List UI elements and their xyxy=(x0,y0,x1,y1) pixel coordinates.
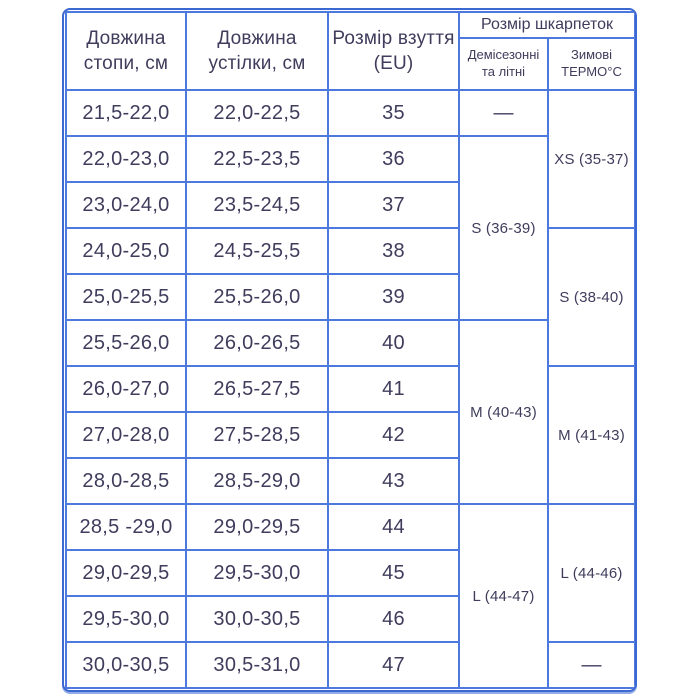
table-row: 29,0-29,5 29,5-30,0 45 xyxy=(65,549,635,597)
table-row: 23,0-24,0 23,5-24,5 37 xyxy=(65,181,635,229)
eu-size-cell: 40 xyxy=(327,319,460,367)
header-insole-length: Довжина устілки, см xyxy=(185,11,329,91)
insole-length-cell: 30,0-30,5 xyxy=(185,595,329,643)
foot-length-cell: 26,0-27,0 xyxy=(65,365,187,413)
foot-length-cell: 21,5-22,0 xyxy=(65,89,187,137)
table-row: 28,0-28,5 28,5-29,0 43 xyxy=(65,457,635,505)
header-demi-season-socks: Демісезонні та літні xyxy=(458,37,549,91)
insole-length-cell: 23,5-24,5 xyxy=(185,181,329,229)
table-row: 29,5-30,0 30,0-30,5 46 xyxy=(65,595,635,643)
demi-socks-cell: M (40-43) xyxy=(458,319,549,505)
table-row: 22,0-23,0 22,5-23,5 36 S (36-39) xyxy=(65,135,635,321)
eu-size-cell: 43 xyxy=(327,457,460,505)
foot-length-cell: 24,0-25,0 xyxy=(65,227,187,275)
eu-size-cell: 42 xyxy=(327,411,460,459)
insole-length-cell: 22,5-23,5 xyxy=(185,135,329,183)
table-row: 30,0-30,5 30,5-31,0 47 — xyxy=(65,641,635,689)
table-row: 21,5-22,0 22,0-22,5 35 — XS (35-37) xyxy=(65,89,635,229)
foot-length-cell: 29,0-29,5 xyxy=(65,549,187,597)
thermo-socks-cell: L (44-46) xyxy=(546,503,635,643)
eu-size-cell: 35 xyxy=(327,89,460,137)
eu-size-cell: 46 xyxy=(327,595,460,643)
header-foot-length: Довжина стопи, см xyxy=(65,11,187,91)
table-row: 26,0-27,0 26,5-27,5 41 M (41-43) xyxy=(65,365,635,505)
eu-size-cell: 44 xyxy=(327,503,460,551)
table-row: 28,5 -29,0 29,0-29,5 44 L (44-47) L (44-… xyxy=(65,503,635,689)
demi-socks-cell: S (36-39) xyxy=(458,135,549,321)
table-row: 27,0-28,0 27,5-28,5 42 xyxy=(65,411,635,459)
foot-length-cell: 25,0-25,5 xyxy=(65,273,187,321)
foot-length-cell: 30,0-30,5 xyxy=(65,641,187,689)
foot-length-cell: 22,0-23,0 xyxy=(65,135,187,183)
header-socks-size-group: Розмір шкарпеток xyxy=(457,11,635,39)
foot-length-cell: 28,5 -29,0 xyxy=(65,503,187,551)
header-eu-shoe-size: Розмір взуття (EU) xyxy=(327,11,460,91)
insole-length-cell: 29,5-30,0 xyxy=(185,549,329,597)
insole-length-cell: 24,5-25,5 xyxy=(185,227,329,275)
thermo-socks-cell: S (38-40) xyxy=(546,227,635,367)
foot-length-cell: 29,5-30,0 xyxy=(65,595,187,643)
foot-length-cell: 27,0-28,0 xyxy=(65,411,187,459)
insole-length-cell: 25,5-26,0 xyxy=(185,273,329,321)
insole-length-cell: 28,5-29,0 xyxy=(185,457,329,505)
demi-socks-cell: L (44-47) xyxy=(458,503,549,689)
insole-length-cell: 30,5-31,0 xyxy=(185,641,329,689)
table-row: 25,0-25,5 25,5-26,0 39 xyxy=(65,273,635,321)
eu-size-cell: 39 xyxy=(327,273,460,321)
eu-size-cell: 45 xyxy=(327,549,460,597)
insole-length-cell: 29,0-29,5 xyxy=(185,503,329,551)
eu-size-cell: 37 xyxy=(327,181,460,229)
foot-length-cell: 25,5-26,0 xyxy=(65,319,187,367)
demi-socks-cell: — xyxy=(458,89,549,137)
table-row: 25,5-26,0 26,0-26,5 40 M (40-43) xyxy=(65,319,635,505)
thermo-socks-cell: — xyxy=(546,641,635,689)
insole-length-cell: 26,5-27,5 xyxy=(185,365,329,413)
size-chart-table: Довжина стопи, см Довжина устілки, см Ро… xyxy=(65,11,635,689)
insole-length-cell: 26,0-26,5 xyxy=(185,319,329,367)
header-winter-thermo-socks: Зимові ТЕРМО°С xyxy=(546,37,635,91)
foot-length-cell: 23,0-24,0 xyxy=(65,181,187,229)
thermo-socks-cell: M (41-43) xyxy=(546,365,635,505)
size-chart-table-container: Довжина стопи, см Довжина устілки, см Ро… xyxy=(62,8,637,692)
insole-length-cell: 27,5-28,5 xyxy=(185,411,329,459)
foot-length-cell: 28,0-28,5 xyxy=(65,457,187,505)
eu-size-cell: 38 xyxy=(327,227,460,275)
insole-length-cell: 22,0-22,5 xyxy=(185,89,329,137)
eu-size-cell: 41 xyxy=(327,365,460,413)
eu-size-cell: 36 xyxy=(327,135,460,183)
table-row: 24,0-25,0 24,5-25,5 38 S (38-40) xyxy=(65,227,635,367)
thermo-socks-cell: XS (35-37) xyxy=(546,89,635,229)
eu-size-cell: 47 xyxy=(327,641,460,689)
